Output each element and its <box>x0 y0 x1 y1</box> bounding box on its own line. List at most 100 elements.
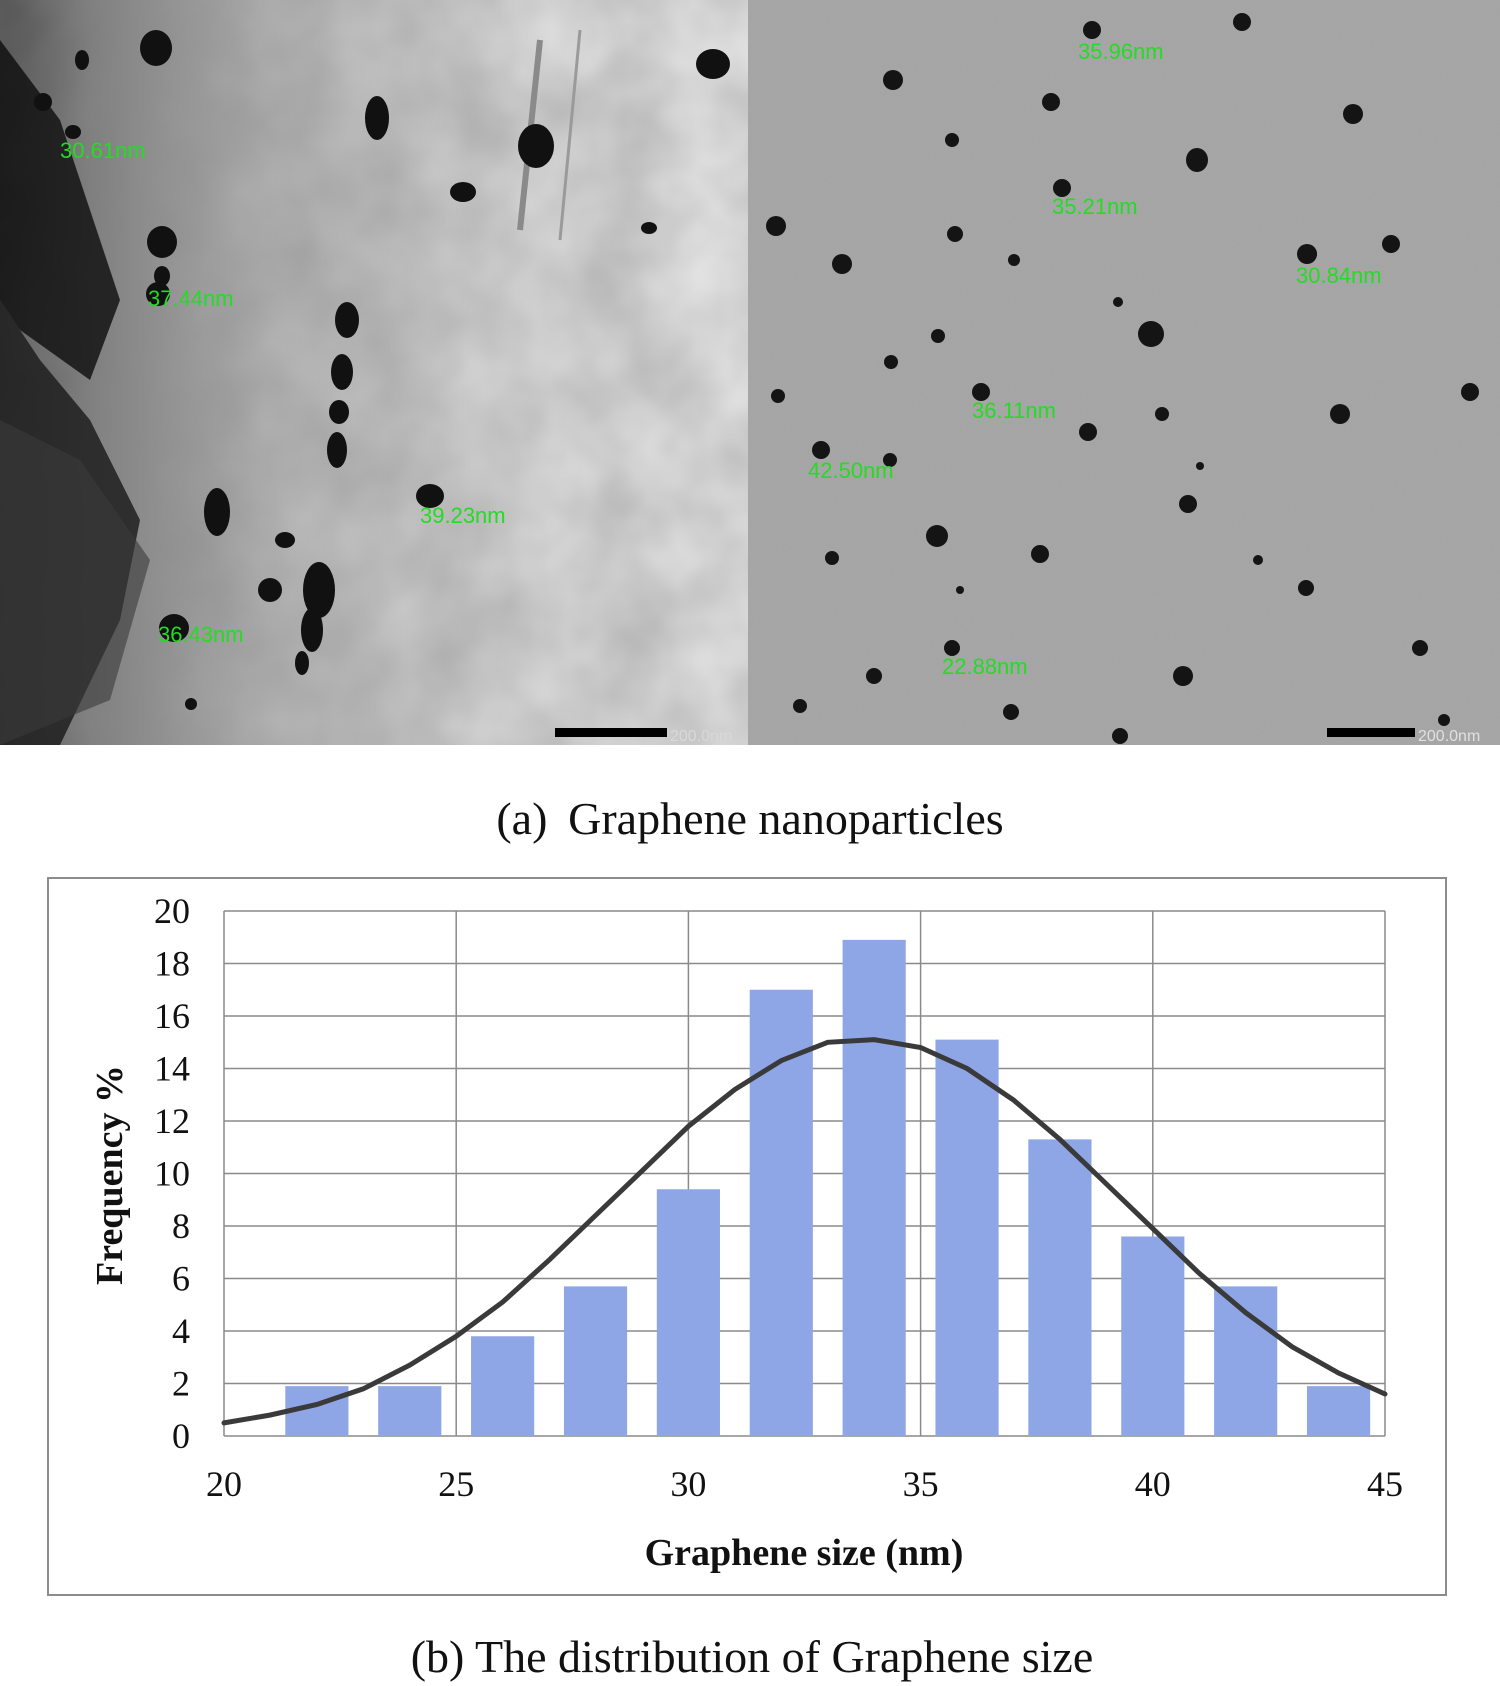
caption-b: (b) The distribution of Graphene size <box>411 1631 1094 1682</box>
nanoparticle <box>329 400 349 424</box>
histogram-bar <box>842 939 906 1436</box>
histogram-bar <box>1121 1236 1185 1436</box>
nanoparticle <box>1330 404 1350 424</box>
nanoparticle <box>883 453 897 467</box>
y-tick-label: 14 <box>154 1049 190 1089</box>
nanoparticle <box>771 389 785 403</box>
nanoparticle <box>1003 704 1019 720</box>
x-tick-label: 30 <box>670 1464 706 1504</box>
y-tick-label: 18 <box>154 944 190 984</box>
nanoparticle <box>1298 580 1314 596</box>
nanoparticle <box>641 222 657 234</box>
nanoparticle <box>944 640 960 656</box>
scale-bar-left <box>555 728 667 737</box>
chart-frame <box>47 877 1447 1596</box>
nanoparticle <box>812 441 830 459</box>
y-tick-label: 0 <box>172 1416 190 1456</box>
nanoparticle <box>1461 383 1479 401</box>
nanoparticle <box>883 70 903 90</box>
y-tick-label: 2 <box>172 1364 190 1404</box>
nanoparticle <box>931 329 945 343</box>
scale-bar-label-right: 200.0nm <box>1418 728 1480 745</box>
nanoparticle <box>335 302 359 338</box>
nanoparticle <box>450 182 476 202</box>
x-tick-label: 25 <box>438 1464 474 1504</box>
nanoparticle <box>972 383 990 401</box>
nanoparticle <box>204 488 230 536</box>
nanoparticle <box>1138 321 1164 347</box>
nanoparticles-right <box>766 13 1479 744</box>
nanoparticle <box>825 551 839 565</box>
normal-fit-curve <box>221 1037 1388 1426</box>
y-axis-label: Frequency % <box>89 1065 131 1285</box>
nanoparticle <box>1343 104 1363 124</box>
nanoparticle <box>146 282 170 306</box>
nanoparticle <box>518 124 554 168</box>
histogram-bar <box>563 1286 628 1436</box>
nanoparticle <box>1412 640 1428 656</box>
histogram-bar <box>935 1039 999 1436</box>
nanoparticle <box>1233 13 1251 31</box>
nanoparticle <box>75 50 89 70</box>
nanoparticle <box>65 125 81 139</box>
nanoparticle <box>866 668 882 684</box>
nanoparticle <box>1179 495 1197 513</box>
nanoparticle <box>258 578 282 602</box>
nanoparticle <box>945 133 959 147</box>
nanoparticle <box>154 266 170 286</box>
measurement-label: 36.11nm <box>972 398 1056 423</box>
nanoparticle <box>1031 545 1049 563</box>
measurement-label: 37.44nm <box>148 286 234 311</box>
nanoparticle <box>416 484 444 508</box>
measurement-label: 36.43nm <box>158 622 244 647</box>
caption-a: (a) Graphene nanoparticles <box>496 793 1003 844</box>
nanoparticle <box>1008 254 1020 266</box>
nanoparticle <box>1186 148 1208 172</box>
nanoparticle <box>140 30 172 66</box>
histogram-bar <box>1306 1386 1371 1436</box>
panel-b-chart: 0 2 4 6 8 10 12 14 16 18 20 20 25 30 35 40 45 Frequency… <box>47 877 1447 1682</box>
sheet-fold <box>558 29 582 241</box>
right-image-texture <box>748 0 1500 745</box>
nanoparticle <box>1079 423 1097 441</box>
histogram-bar <box>1214 1286 1278 1436</box>
nanoparticle <box>832 254 852 274</box>
y-tick-label: 10 <box>154 1154 190 1194</box>
nanoparticle <box>365 96 389 140</box>
y-tick-label: 6 <box>172 1259 190 1299</box>
panel-a-micrographs: 30.61nm 37.44nm 39.23nm 36.43nm 200.0nm … <box>0 0 1500 844</box>
tem-image-right: 35.96nm 35.21nm 30.84nm 36.11nm 42.50nm … <box>748 0 1500 745</box>
nanoparticle <box>1438 714 1450 726</box>
x-tick-label: 35 <box>903 1464 939 1504</box>
nanoparticle <box>884 355 898 369</box>
measurement-label: 22.88nm <box>942 654 1028 679</box>
histogram-bar <box>656 1189 720 1436</box>
y-tick-label: 12 <box>154 1101 190 1141</box>
nanoparticle <box>1382 235 1400 253</box>
y-axis-tick-labels: 0 2 4 6 8 10 12 14 16 18 20 <box>154 891 190 1456</box>
nanoparticle <box>295 651 309 675</box>
scale-bar-right <box>1327 728 1415 737</box>
nanoparticle <box>1113 297 1123 307</box>
measurement-labels-left: 30.61nm 37.44nm 39.23nm 36.43nm <box>60 138 506 647</box>
measurement-label: 35.21nm <box>1052 194 1138 219</box>
y-tick-label: 20 <box>154 891 190 931</box>
nanoparticle <box>696 49 730 79</box>
measurement-label: 39.23nm <box>420 503 506 528</box>
nanoparticle <box>947 226 963 242</box>
y-tick-label: 8 <box>172 1206 190 1246</box>
nanoparticle <box>956 586 964 594</box>
x-axis-tick-labels: 20 25 30 35 40 45 <box>206 1464 1403 1504</box>
histogram-bar <box>378 1386 442 1436</box>
nanoparticle <box>1253 555 1263 565</box>
nanoparticle <box>301 608 323 652</box>
nanoparticle <box>34 93 52 111</box>
histogram-bar <box>1028 1139 1092 1436</box>
nanoparticle <box>185 698 197 710</box>
nanoparticles-left <box>34 30 730 710</box>
x-tick-label: 20 <box>206 1464 242 1504</box>
histogram-bars <box>285 939 1371 1436</box>
y-tick-label: 16 <box>154 996 190 1036</box>
scale-bar-label-left: 200.0nm <box>670 728 732 745</box>
x-axis-label: Graphene size (nm) <box>645 1532 964 1574</box>
